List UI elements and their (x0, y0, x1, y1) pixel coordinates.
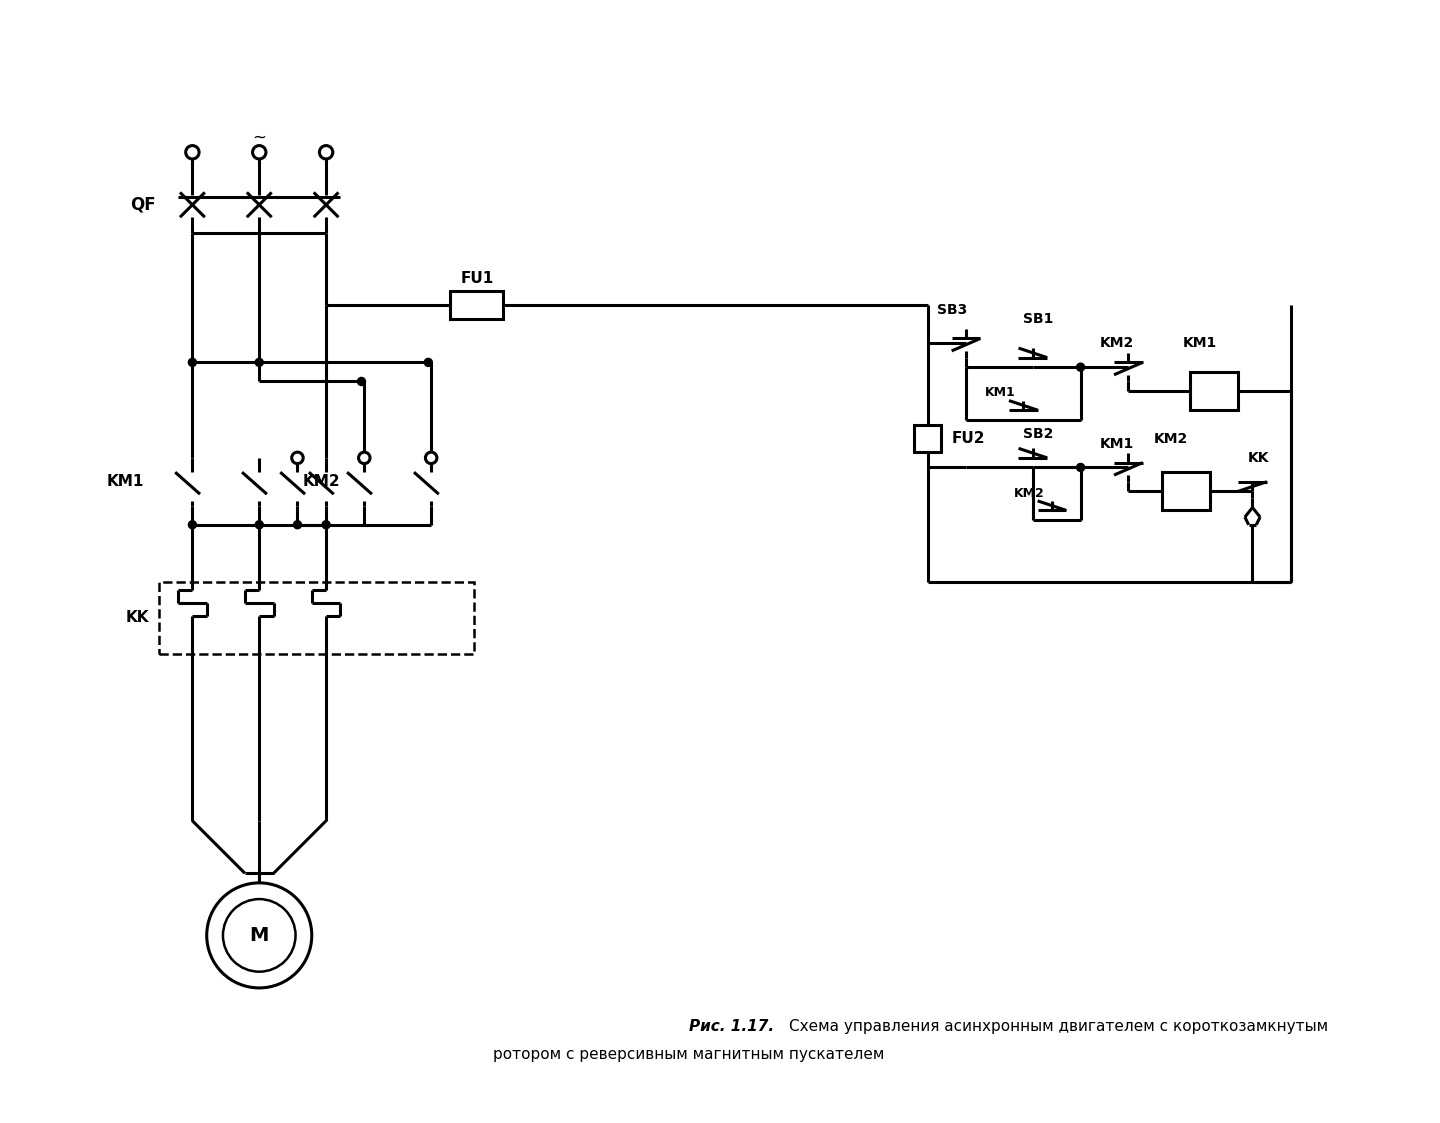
Text: SB3: SB3 (937, 303, 968, 317)
Text: KM1: KM1 (1182, 336, 1217, 350)
Text: Схема управления асинхронным двигателем с короткозамкнутым: Схема управления асинхронным двигателем … (789, 1019, 1329, 1033)
Circle shape (189, 521, 196, 529)
Circle shape (359, 453, 370, 464)
Text: SB1: SB1 (1024, 312, 1054, 327)
Circle shape (186, 146, 199, 159)
Text: FU2: FU2 (952, 431, 985, 446)
Circle shape (255, 521, 264, 529)
Text: KM2: KM2 (1100, 336, 1133, 350)
Circle shape (1077, 363, 1084, 372)
Text: KK: KK (125, 610, 150, 626)
Bar (1162, 472, 1210, 511)
Text: KM1: KM1 (1100, 437, 1133, 450)
Text: KM2: KM2 (302, 474, 340, 490)
Bar (914, 426, 942, 453)
Circle shape (323, 521, 330, 529)
Text: KM1: KM1 (985, 386, 1015, 400)
Text: QF: QF (130, 195, 156, 213)
Bar (158, 582, 474, 654)
Circle shape (255, 358, 264, 366)
Circle shape (425, 453, 436, 464)
Text: M: M (249, 925, 269, 944)
Text: KM2: KM2 (1014, 486, 1044, 500)
Circle shape (207, 883, 312, 988)
Circle shape (292, 453, 304, 464)
Circle shape (425, 358, 432, 366)
Circle shape (320, 146, 333, 159)
Bar (451, 291, 503, 319)
Text: KM1: KM1 (107, 474, 144, 490)
Circle shape (223, 900, 295, 971)
Text: FU1: FU1 (461, 271, 494, 286)
Circle shape (252, 146, 266, 159)
Text: ~: ~ (252, 129, 266, 147)
Text: ротором с реверсивным магнитным пускателем: ротором с реверсивным магнитным пускател… (494, 1048, 884, 1062)
Circle shape (189, 358, 196, 366)
Circle shape (357, 377, 366, 385)
Bar (1191, 372, 1238, 410)
Text: KM2: KM2 (1155, 431, 1188, 446)
Text: Рис. 1.17.: Рис. 1.17. (688, 1019, 775, 1033)
Circle shape (294, 521, 301, 529)
Text: SB2: SB2 (1024, 427, 1054, 441)
Text: KK: KK (1247, 450, 1269, 465)
Circle shape (1077, 464, 1084, 472)
